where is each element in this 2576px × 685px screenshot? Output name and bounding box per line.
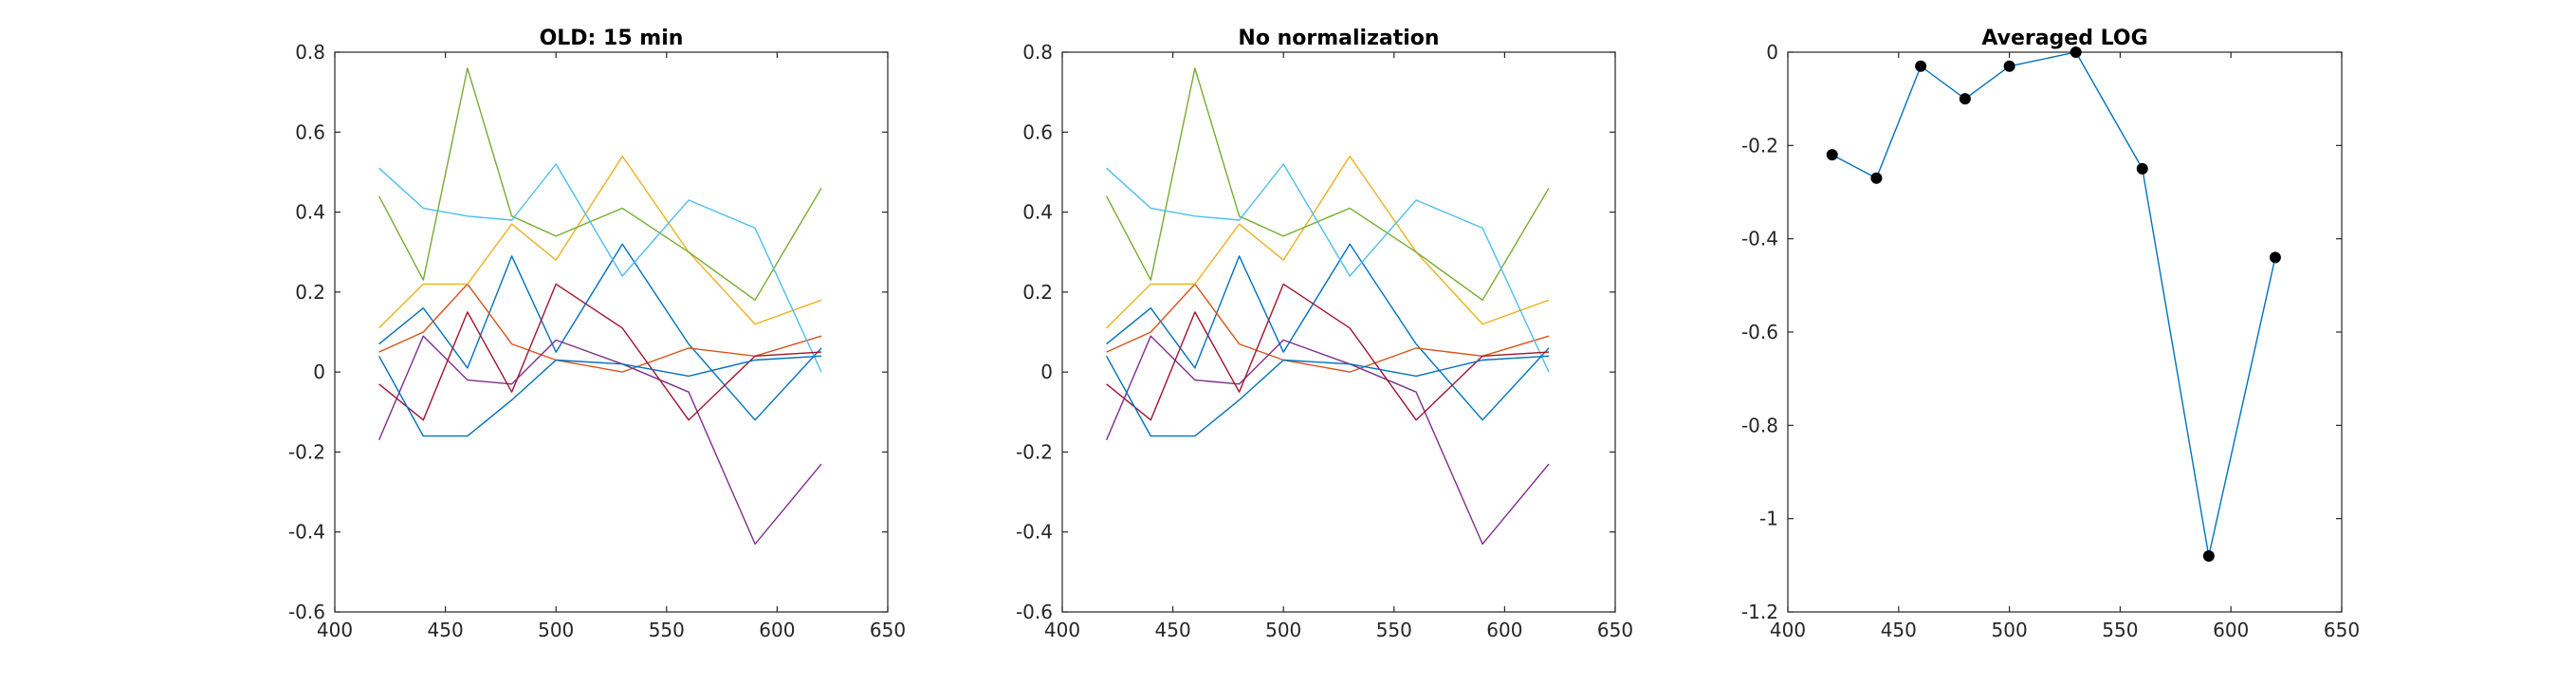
x-tick-label: 650 (870, 619, 906, 641)
series-line-6 (378, 163, 822, 373)
y-tick-label: 0.2 (1022, 281, 1053, 304)
x-tick-label: 500 (1992, 619, 2028, 641)
axes-averaged-log: Averaged LOG 400 450 500 550 600 650 -1.2 -1 -0.… (1741, 27, 2360, 641)
data-point (1915, 60, 1927, 72)
y-tick-label: 0 (1766, 41, 1778, 64)
data-point (2269, 251, 2281, 264)
plot-area (1061, 51, 1616, 613)
data-point (2070, 46, 2082, 58)
y-tick-label: -0.8 (1741, 414, 1778, 436)
series-line-8 (1105, 355, 1550, 437)
series-line-5 (377, 67, 822, 301)
y-tick-label: 0 (1040, 361, 1053, 383)
data-point (1870, 172, 1883, 184)
series-line-6 (1106, 163, 1550, 373)
axes-title: OLD: 15 min (540, 27, 684, 50)
y-tick-label: 0.6 (1022, 120, 1053, 143)
y-tick-label: -0.2 (288, 440, 325, 463)
y-tick-label: -0.6 (1741, 321, 1778, 343)
y-tick-label: 0.4 (1022, 201, 1053, 224)
y-tick-label: -0.4 (1016, 521, 1053, 544)
x-tick-label: 600 (759, 619, 795, 641)
series-line-1 (378, 243, 822, 421)
x-tick-label: 400 (1770, 619, 1806, 641)
x-tick-label: 450 (1155, 619, 1191, 641)
x-tick-label: 400 (317, 619, 353, 641)
x-tick-label: 550 (1376, 619, 1412, 641)
series-line-8 (377, 355, 822, 437)
data-point (2003, 60, 2015, 72)
y-tick-label: 0 (313, 361, 325, 383)
series-line-3 (1106, 155, 1550, 329)
x-tick-label: 600 (1486, 619, 1522, 641)
data-point (1959, 93, 1971, 105)
y-tick-label: 0.8 (1022, 41, 1053, 64)
x-tick-label: 450 (1881, 619, 1917, 641)
series-line-3 (378, 155, 822, 329)
axes-title: Averaged LOG (1981, 27, 2147, 50)
x-tick-label: 550 (649, 619, 685, 641)
y-tick-label: -0.2 (1741, 134, 1778, 157)
y-tick-label: -1 (1759, 508, 1778, 530)
axes-old-15-min: OLD: 15 min 400 450 500 550 600 650 -0.6 -0.4 -0… (288, 27, 906, 641)
y-tick-label: -0.4 (288, 521, 325, 544)
series-line-4 (1105, 335, 1550, 546)
y-tick-label: -0.2 (1016, 440, 1053, 463)
x-tick-label: 600 (2213, 619, 2249, 641)
x-tick-label: 400 (1044, 619, 1080, 641)
data-point (2202, 550, 2215, 562)
series-line-7 (1106, 283, 1550, 421)
y-tick-label: 0.8 (295, 41, 325, 64)
y-tick-label: -0.6 (288, 601, 325, 623)
x-tick-label: 500 (538, 619, 574, 641)
series-line-7 (378, 283, 822, 421)
series-line-4 (377, 335, 822, 546)
y-tick-label: 0.4 (295, 201, 325, 224)
y-tick-label: -0.6 (1016, 601, 1053, 623)
data-point (2136, 162, 2148, 175)
x-tick-label: 450 (428, 619, 464, 641)
data-point (1826, 149, 1838, 161)
y-tick-label: 0.6 (295, 120, 325, 143)
plot-area (334, 51, 889, 613)
y-tick-label: -0.4 (1741, 228, 1778, 250)
axes-no-normalization: No normalization 400 450 500 550 600 650 -0.6 -… (1016, 27, 1633, 641)
series-line-1 (1106, 243, 1550, 421)
axes-title: No normalization (1238, 27, 1439, 50)
series-line-5 (1105, 67, 1550, 301)
y-tick-label: 0.2 (295, 281, 325, 304)
x-tick-label: 650 (2324, 619, 2360, 641)
plot-area (1787, 51, 2343, 613)
y-tick-label: -1.2 (1741, 601, 1778, 623)
x-tick-label: 650 (1597, 619, 1633, 641)
x-tick-label: 550 (2102, 619, 2138, 641)
x-tick-label: 500 (1265, 619, 1301, 641)
